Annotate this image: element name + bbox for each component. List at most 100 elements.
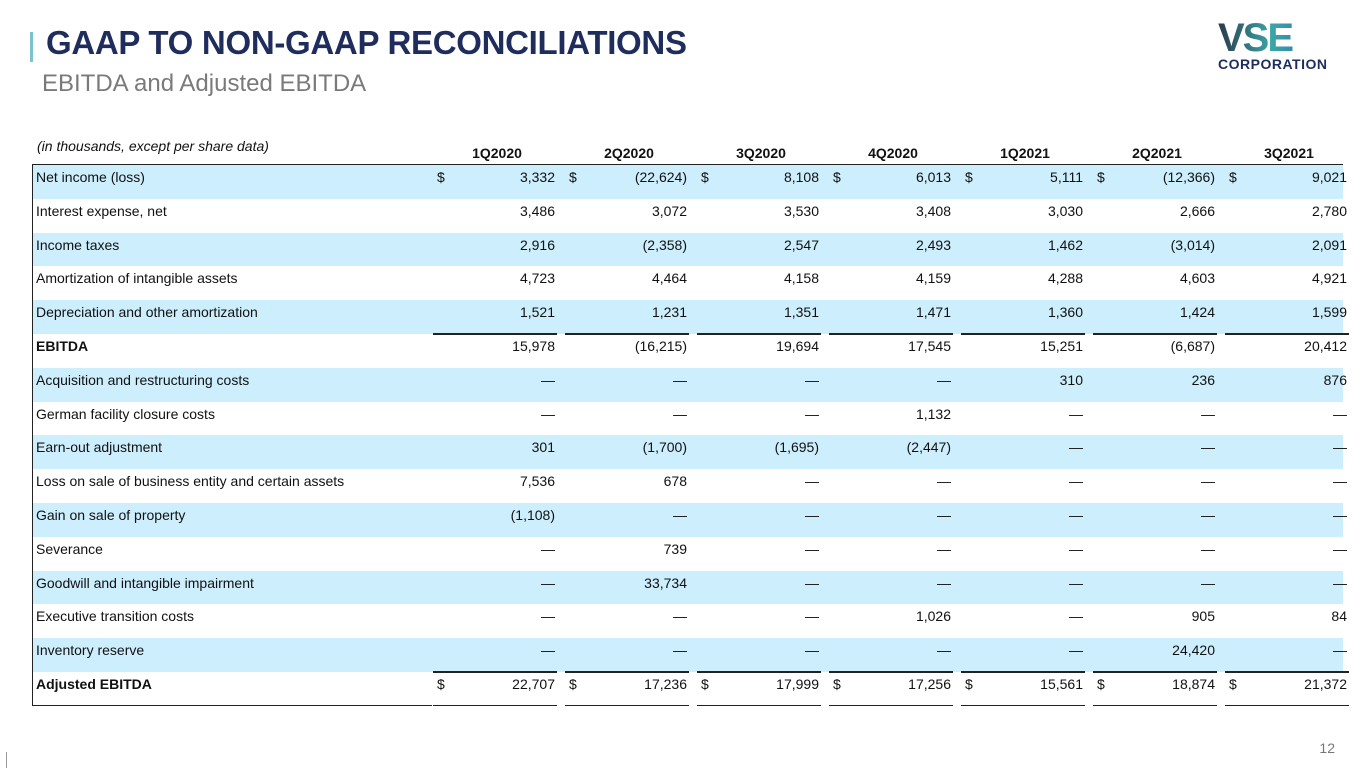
row-label: Goodwill and intangible impairment [36,574,254,591]
cell-value: 17,545 [908,337,951,354]
table-row: Executive transition costs — — — 1,026 — 905 84 [33,604,1347,638]
cell-value: — [1333,439,1347,456]
cell-value: — [673,608,687,625]
cell-value: — [541,405,555,422]
total-underline [433,704,557,707]
units-note: (in thousands, except per share data) [37,138,269,154]
dollar-sign: $ [1097,675,1105,692]
table-row: Amortization of intangible assets 4,723 4,… [33,266,1347,300]
table-row: Inventory reserve — — — — — 24,420 — [33,638,1347,672]
dollar-sign: $ [1097,169,1105,185]
cell-value: 24,420 [1172,642,1215,659]
cell-value: 3,332 [519,169,555,185]
cell-value: — [805,405,819,422]
cell-value: — [937,473,951,490]
cell-value: — [1201,439,1215,456]
cell-value: 15,251 [1040,337,1083,354]
cell-value: 236 [1191,371,1215,388]
cell-value: — [673,642,687,659]
cell-value: — [673,371,687,388]
page-title: GAAP TO NON-GAAP RECONCILIATIONS [46,24,687,61]
dollar-sign: $ [701,169,709,185]
cell-value: — [937,540,951,557]
cell-value: — [805,608,819,625]
cell-value: 3,408 [915,202,951,219]
table-row: Goodwill and intangible impairment — 33,73… [33,570,1347,605]
cell-value: 1,231 [651,304,687,321]
total-underline [961,333,1085,335]
table-bottom-border [32,704,432,707]
cell-value: — [1333,642,1347,659]
total-underline [565,704,689,707]
table-row: Gain on sale of property (1,108) — — — — — — [33,502,1347,537]
page-number: 12 [1319,740,1335,756]
dollar-sign: $ [701,675,709,692]
row-label: Adjusted EBITDA [36,675,152,692]
total-underline [1225,671,1349,673]
cell-value: 3,486 [519,202,555,219]
cell-value: 739 [663,540,687,557]
row-label: Inventory reserve [36,642,145,659]
total-underline [1093,333,1217,335]
cell-value: — [805,540,819,557]
cell-value: (12,366) [1162,169,1215,185]
column-header: 3Q2020 [736,145,786,161]
cell-value: — [937,371,951,388]
row-label: Loss on sale of business entity and cert… [36,473,345,490]
cell-value: 905 [1191,608,1215,625]
cell-value: (2,358) [642,236,687,253]
cell-value: — [1069,642,1083,659]
row-label: Amortization of intangible assets [36,270,238,287]
cell-value: — [1201,405,1215,422]
cell-value: 9,021 [1311,169,1347,185]
column-header: 3Q2021 [1264,145,1314,161]
cell-value: — [1069,574,1083,591]
cell-value: 1,599 [1311,304,1347,321]
row-label: Depreciation and other amortization [36,304,258,321]
row-label: Interest expense, net [36,202,167,219]
table-row: EBITDA 15,978 (16,215) 19,694 17,545 15,251 (6… [33,334,1347,368]
cell-value: — [1333,574,1347,591]
cell-value: — [541,371,555,388]
cell-value: (6,687) [1170,337,1215,354]
total-underline [829,704,953,707]
cell-value: (1,108) [510,506,555,523]
cell-value: — [1201,506,1215,523]
cell-value: 4,603 [1179,270,1215,287]
cell-value: (3,014) [1170,236,1215,253]
dollar-sign: $ [965,675,973,692]
cell-value: 2,916 [519,236,555,253]
cell-value: — [1069,405,1083,422]
cell-value: 15,978 [512,337,555,354]
total-underline [1225,333,1349,335]
cell-value: 4,159 [915,270,951,287]
cell-value: — [1069,608,1083,625]
dollar-sign: $ [965,169,973,185]
cell-value: — [1069,506,1083,523]
dollar-sign: $ [569,675,577,692]
reconciliation-table: Net income (loss) $3,332 $ (22,624) $8,108 $6… [32,164,1347,706]
cell-value: — [1069,439,1083,456]
dollar-sign: $ [569,169,577,185]
cell-value: 4,723 [519,270,555,287]
cell-value: 6,013 [915,169,951,185]
cell-value: — [1201,473,1215,490]
column-header: 1Q2021 [1000,145,1050,161]
row-label: Acquisition and restructuring costs [36,371,250,388]
cell-value: 84 [1331,608,1347,625]
cell-value: — [1333,473,1347,490]
cell-value: (1,700) [642,439,687,456]
cell-value: — [541,608,555,625]
cell-value: 17,236 [644,675,687,692]
table-row: Severance — 739 — — — — — [33,537,1347,571]
title-accent-bar [30,32,33,62]
dollar-sign: $ [1229,675,1237,692]
row-label: Net income (loss) [36,169,145,185]
cell-value: — [805,473,819,490]
cell-value: 1,521 [519,304,555,321]
cell-value: — [673,405,687,422]
cell-value: — [1069,540,1083,557]
cell-value: (16,215) [634,337,687,354]
cell-value: — [1333,405,1347,422]
